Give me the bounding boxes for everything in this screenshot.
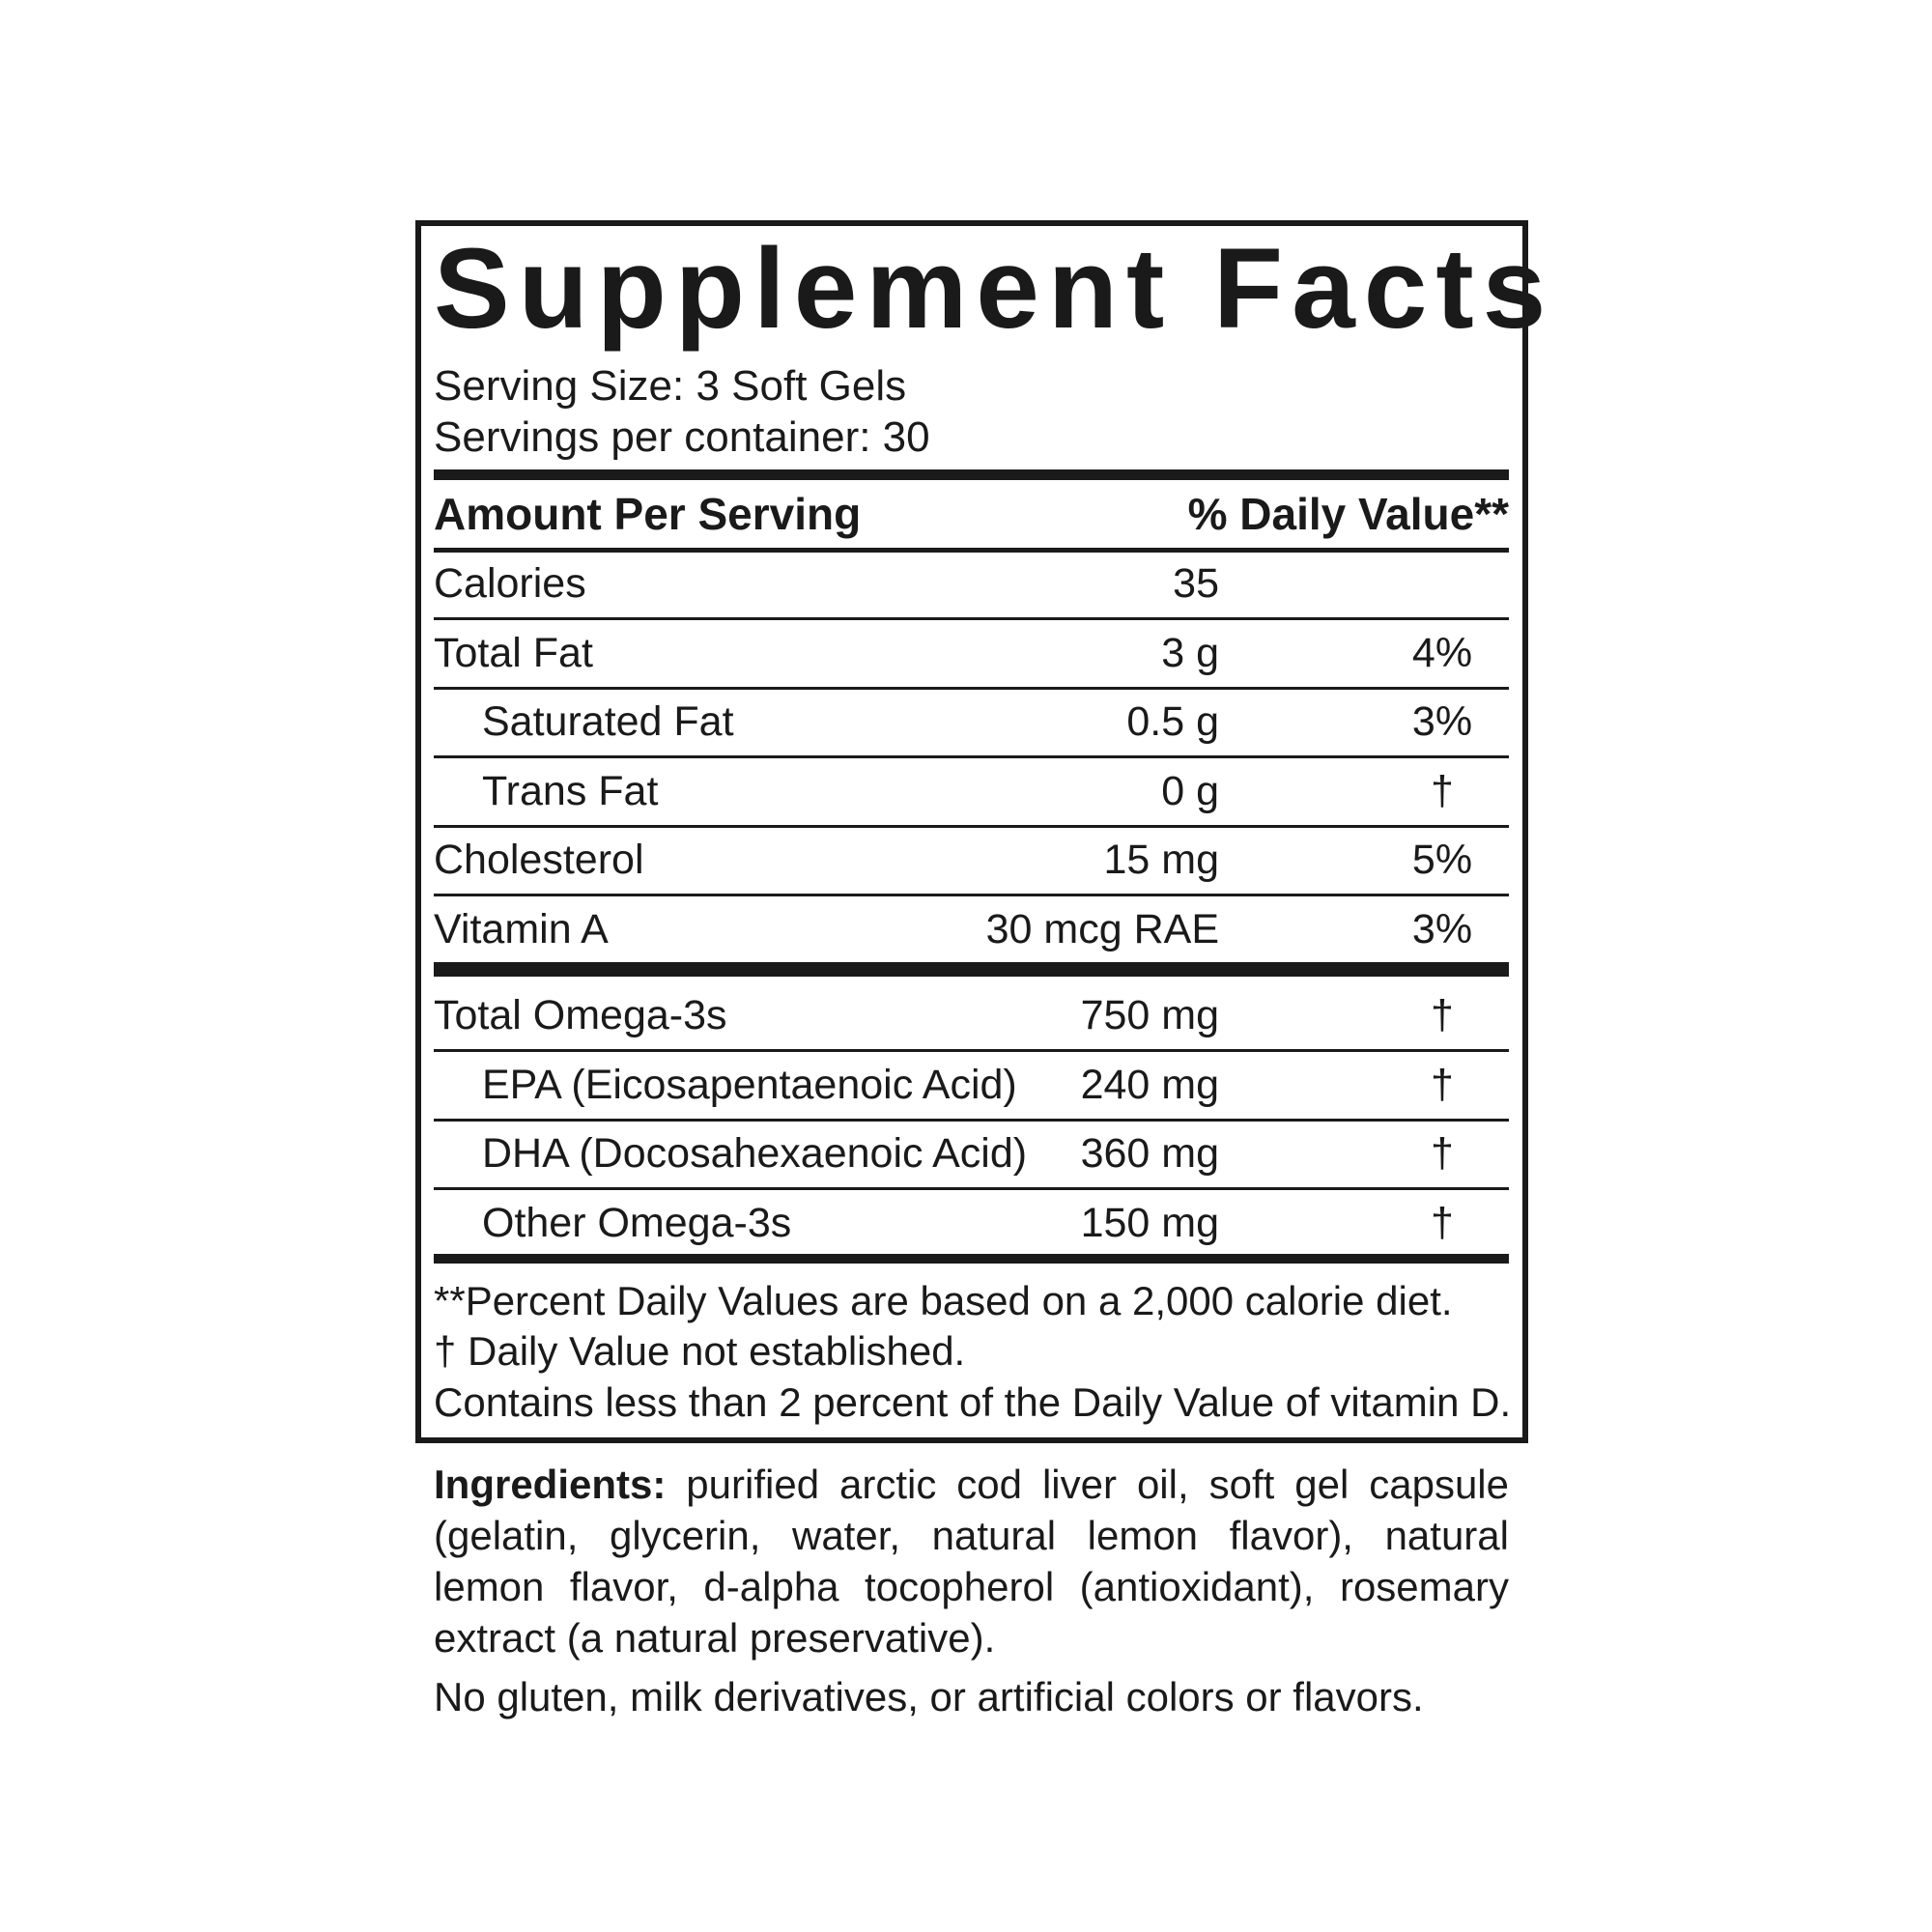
panel-title: Supplement Facts: [434, 225, 1555, 353]
nutrient-row: Calories 35: [434, 554, 1509, 612]
daily-value-header: % Daily Value**: [1187, 489, 1509, 539]
nutrient-amount: 0.5 g: [1126, 698, 1219, 746]
footnote-daily-values: **Percent Daily Values are based on a 2,…: [434, 1278, 1453, 1323]
nutrient-name: Trans Fat: [482, 767, 659, 814]
nutrient-amount: 15 mg: [1103, 837, 1219, 884]
row-divider: [434, 824, 1509, 828]
serving-size: Serving Size: 3 Soft Gels: [434, 362, 907, 410]
row-divider: [434, 1049, 1509, 1052]
nutrient-amount: 0 g: [1161, 767, 1219, 814]
nutrient-name: Total Omega-3s: [434, 992, 727, 1038]
nutrient-name: DHA (Docosahexaenoic Acid): [482, 1130, 1028, 1178]
nutrient-row: Vitamin A 30 mcg RAE 3%: [434, 900, 1509, 958]
ingredients: Ingredients: purified arctic cod liver o…: [434, 1459, 1509, 1663]
row-divider: [434, 1118, 1509, 1122]
amount-per-serving-header: Amount Per Serving: [434, 489, 862, 539]
thick-divider: [434, 1254, 1509, 1264]
nutrient-row: EPA (Eicosapentaenoic Acid) 240 mg †: [434, 1056, 1509, 1114]
row-divider: [434, 686, 1509, 690]
nutrient-name: Saturated Fat: [482, 698, 734, 746]
footnote-vitamin-d: Contains less than 2 percent of the Dail…: [434, 1379, 1512, 1425]
allergen-statement: No gluten, milk derivatives, or artifici…: [434, 1674, 1424, 1719]
thick-divider: [434, 962, 1509, 977]
nutrient-amount: 3 g: [1161, 629, 1219, 676]
nutrient-row: Total Omega-3s 750 mg †: [434, 986, 1509, 1044]
nutrient-name: Other Omega-3s: [482, 1199, 792, 1246]
nutrient-amount: 30 mcg RAE: [985, 906, 1219, 952]
nutrient-row: Saturated Fat 0.5 g 3%: [434, 693, 1509, 751]
nutrient-amount: 750 mg: [1080, 992, 1219, 1038]
nutrient-row: Other Omega-3s 150 mg †: [434, 1194, 1509, 1252]
ingredients-text: purified arctic cod liver oil, soft gel …: [434, 1462, 1509, 1661]
row-divider: [434, 617, 1509, 620]
nutrient-name: Total Fat: [434, 629, 593, 676]
nutrient-row: Trans Fat 0 g †: [434, 762, 1509, 820]
row-divider: [434, 894, 1509, 897]
row-divider: [434, 1187, 1509, 1191]
nutrient-name: Cholesterol: [434, 837, 644, 884]
nutrient-amount: 35: [1173, 560, 1219, 607]
nutrient-amount: 360 mg: [1080, 1130, 1219, 1178]
header-divider: [434, 548, 1509, 553]
thick-divider: [434, 469, 1509, 480]
nutrient-amount: 150 mg: [1080, 1199, 1219, 1246]
ingredients-label: Ingredients:: [434, 1462, 667, 1507]
nutrient-name: Vitamin A: [434, 906, 609, 952]
supplement-facts-panel: [415, 220, 1528, 1443]
row-divider: [434, 755, 1509, 759]
nutrient-row: DHA (Docosahexaenoic Acid) 360 mg †: [434, 1124, 1509, 1182]
footnote-dagger: † Daily Value not established.: [434, 1328, 966, 1374]
nutrient-row: Cholesterol 15 mg 5%: [434, 831, 1509, 889]
nutrient-name: EPA (Eicosapentaenoic Acid): [482, 1061, 1017, 1108]
servings-per-container: Servings per container: 30: [434, 413, 930, 461]
nutrient-amount: 240 mg: [1080, 1061, 1219, 1108]
nutrient-name: Calories: [434, 560, 586, 607]
nutrient-row: Total Fat 3 g 4%: [434, 624, 1509, 682]
